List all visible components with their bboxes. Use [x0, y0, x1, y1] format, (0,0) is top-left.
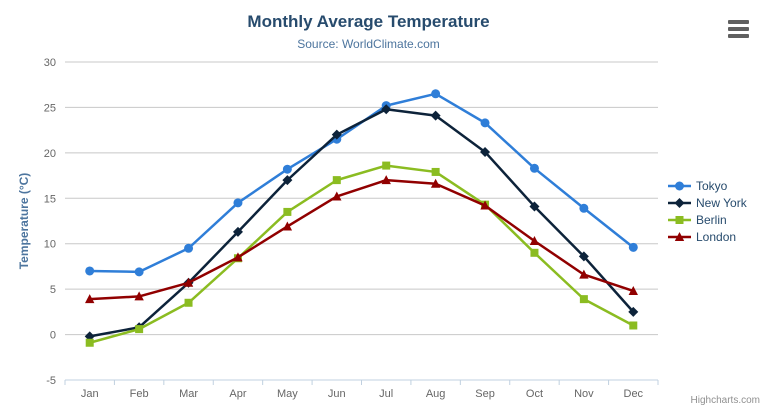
legend-label: Tokyo: [696, 178, 728, 193]
data-point-berlin: [431, 167, 440, 176]
data-point-tokyo: [282, 164, 292, 174]
y-axis-tick-label: 30: [44, 57, 56, 69]
x-axis-category-label: Oct: [526, 388, 543, 400]
data-point-berlin: [85, 338, 94, 347]
data-point-tokyo: [628, 242, 638, 252]
data-point-new-york: [578, 251, 589, 262]
x-axis-category-label: May: [277, 388, 298, 400]
data-point-london: [85, 294, 95, 304]
legend-label: London: [696, 229, 737, 244]
data-point-london: [332, 191, 342, 201]
data-point-tokyo: [134, 267, 144, 277]
hamburger-menu-icon: [728, 34, 749, 38]
x-axis-category-label: Mar: [179, 388, 198, 400]
data-point-london: [430, 178, 441, 188]
legend-item-tokyo[interactable]: Tokyo: [668, 177, 747, 194]
hamburger-menu-icon: [728, 20, 749, 24]
data-point-berlin: [579, 295, 588, 304]
data-point-new-york: [480, 146, 491, 157]
legend-marker-square-icon: [668, 215, 691, 224]
data-point-tokyo: [529, 163, 539, 173]
series-tokyo: [85, 89, 638, 277]
chart-subtitle: Source: WorldClimate.com: [297, 37, 440, 51]
x-axis-category-label: Feb: [130, 388, 149, 400]
data-point-berlin: [629, 321, 638, 330]
x-axis-category-label: Dec: [624, 388, 644, 400]
legend-item-new-york[interactable]: New York: [668, 194, 747, 211]
x-axis-category-label: Sep: [475, 388, 495, 400]
x-axis-category-label: Aug: [426, 388, 446, 400]
legend-item-london[interactable]: London: [668, 228, 747, 245]
data-point-tokyo: [431, 89, 441, 99]
data-point-tokyo: [233, 198, 243, 208]
x-axis: Jan Feb Mar Apr May Jun Jul Aug Sep Oct Nov Dec: [64, 379, 659, 400]
data-point-london: [233, 252, 243, 262]
y-axis-tick-label: 10: [44, 239, 56, 251]
data-point-new-york: [628, 306, 639, 317]
data-point-london: [134, 291, 144, 301]
y-axis-tick-label: -5: [46, 375, 56, 387]
data-point-berlin: [283, 207, 292, 216]
data-point-tokyo: [480, 118, 490, 128]
data-point-london: [381, 175, 391, 185]
y-gridlines: -5 0 5 10 15 20 25 30: [44, 57, 658, 387]
data-point-london: [282, 221, 293, 231]
legend-label: Berlin: [696, 212, 727, 227]
x-axis-category-label: Jan: [81, 388, 99, 400]
data-point-berlin: [382, 161, 391, 170]
data-point-new-york: [232, 226, 243, 237]
chart-title: Monthly Average Temperature: [247, 12, 490, 31]
chart-legend: Tokyo New York Berlin London: [668, 177, 747, 245]
data-point-tokyo: [579, 203, 589, 213]
y-axis-tick-label: 0: [50, 330, 56, 342]
data-point-berlin: [184, 298, 193, 307]
data-point-new-york: [381, 104, 392, 115]
data-point-berlin: [530, 248, 539, 257]
y-axis-tick-label: 25: [44, 102, 56, 114]
x-axis-category-label: Jul: [379, 388, 393, 400]
legend-label: New York: [696, 195, 747, 210]
legend-marker-circle-icon: [668, 181, 691, 190]
legend-marker-diamond-icon: [668, 197, 691, 208]
y-axis-tick-label: 15: [44, 193, 56, 205]
y-axis-tick-label: 20: [44, 148, 56, 160]
legend-item-berlin[interactable]: Berlin: [668, 211, 747, 228]
x-axis-category-label: Apr: [229, 388, 246, 400]
data-point-london: [529, 235, 540, 245]
data-point-new-york: [430, 110, 441, 121]
data-point-tokyo: [85, 266, 95, 276]
data-point-new-york: [282, 175, 293, 186]
chart-context-menu-button[interactable]: [728, 19, 751, 39]
data-point-london: [480, 200, 490, 210]
y-axis-tick-label: 5: [50, 284, 56, 296]
data-point-london: [628, 285, 638, 295]
legend-marker-triangle-icon: [668, 231, 691, 241]
data-point-berlin: [332, 176, 341, 185]
series-berlin: [85, 161, 638, 347]
x-axis-category-label: Nov: [574, 388, 594, 400]
series-london: [85, 175, 638, 304]
data-point-berlin: [135, 325, 144, 334]
hamburger-menu-icon: [728, 27, 749, 31]
data-point-london: [183, 277, 194, 287]
data-point-new-york: [529, 201, 540, 212]
x-axis-category-label: Jun: [328, 388, 346, 400]
series-new-york: [84, 104, 639, 342]
data-point-tokyo: [184, 243, 194, 253]
data-point-london: [579, 269, 589, 279]
y-axis-title: Temperature (°C): [17, 173, 31, 270]
highcharts-credit-link[interactable]: Highcharts.com: [690, 395, 760, 406]
data-point-new-york: [331, 129, 342, 140]
